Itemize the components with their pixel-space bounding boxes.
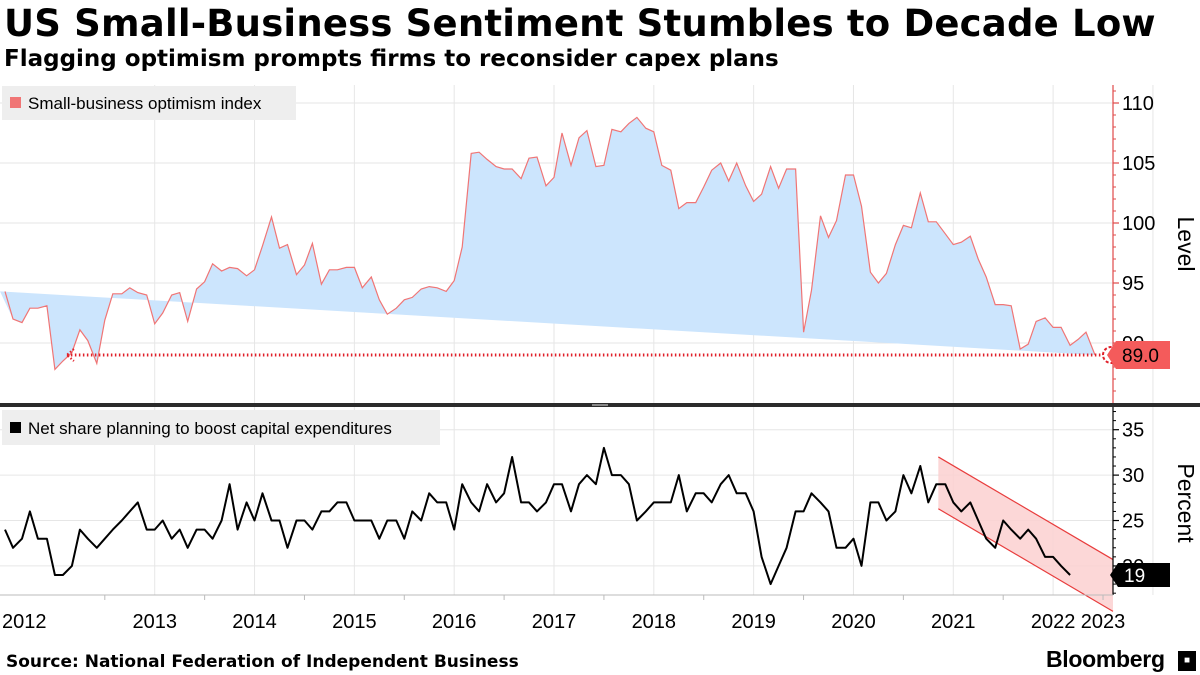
- capex-legend: Net share planning to boost capital expe…: [2, 410, 440, 445]
- optimism-latest-callout: 89.0: [1107, 341, 1170, 369]
- x-tick-label: 2018: [632, 611, 677, 633]
- chart-subtitle: Flagging optimism prompts firms to recon…: [4, 46, 779, 72]
- x-tick-label: 2016: [432, 611, 477, 633]
- source-note: Source: National Federation of Independe…: [6, 652, 519, 672]
- optimism-area: [0, 117, 1095, 370]
- x-tick-label: 2023: [1081, 611, 1126, 633]
- optimism-dotted-arrowhead: [65, 348, 75, 362]
- capex-callout-value: 19: [1124, 566, 1145, 587]
- optimism-legend: Small-business optimism index: [2, 86, 296, 120]
- chart-title: US Small-Business Sentiment Stumbles to …: [4, 2, 1156, 45]
- optimism-legend-swatch: [10, 97, 21, 108]
- x-tick-label: 2014: [232, 611, 277, 633]
- optimism-callout-value: 89.0: [1122, 346, 1159, 367]
- capex-y-tick-label: 25: [1122, 511, 1144, 533]
- capex-downtrend-band: [938, 456, 1113, 612]
- capex-legend-label: Net share planning to boost capital expe…: [28, 419, 392, 438]
- x-tick-label: 2012: [2, 611, 47, 633]
- x-tick-label: 2019: [731, 611, 776, 633]
- bloomberg-logo: Bloomberg: [1046, 646, 1165, 672]
- x-tick-label: 2017: [532, 611, 577, 633]
- capex-legend-box: [2, 410, 440, 445]
- optimism-panel: 9095100105110 Small-business optimism in…: [0, 85, 1199, 403]
- capex-downtrend-upper-line: [938, 456, 1114, 561]
- optimism-y-tick-label: 110: [1122, 93, 1154, 115]
- x-tick-label: 2021: [931, 611, 976, 633]
- x-tick-label: 2013: [132, 611, 177, 633]
- optimism-callout-tag: [1107, 341, 1170, 369]
- x-axis: 2012 2013 2014 2015 2016 2017 2018 2019 2020 2021…: [0, 594, 1126, 633]
- x-tick-label: 2022: [1031, 611, 1076, 633]
- capex-y-axis-label: Percent: [1173, 463, 1199, 543]
- capex-callout-tag: [1110, 563, 1170, 588]
- optimism-y-axis-label: Level: [1173, 217, 1199, 272]
- capex-y-tick-label: 30: [1122, 465, 1144, 487]
- optimism-line: [4, 116, 1096, 371]
- optimism-legend-box: [2, 86, 296, 120]
- capex-line: [4, 446, 1071, 586]
- bloomberg-terminal-icon: ■: [1178, 651, 1196, 671]
- x-tick-label: 2015: [332, 611, 377, 633]
- panel-divider-handle: [592, 404, 608, 406]
- optimism-y-tick-label: 95: [1122, 273, 1144, 295]
- capex-legend-swatch: [10, 422, 21, 433]
- capex-panel: 20253035 Net share planning to boost cap…: [0, 407, 1199, 612]
- optimism-y-tick-label: 100: [1122, 213, 1155, 235]
- optimism-y-tick-label: 105: [1122, 153, 1155, 175]
- optimism-legend-label: Small-business optimism index: [28, 94, 262, 113]
- capex-y-tick-label: 35: [1122, 420, 1144, 442]
- x-tick-label: 2020: [831, 611, 876, 633]
- capex-latest-callout: 19: [1110, 563, 1170, 588]
- capex-downtrend-lower-line: [938, 508, 1114, 612]
